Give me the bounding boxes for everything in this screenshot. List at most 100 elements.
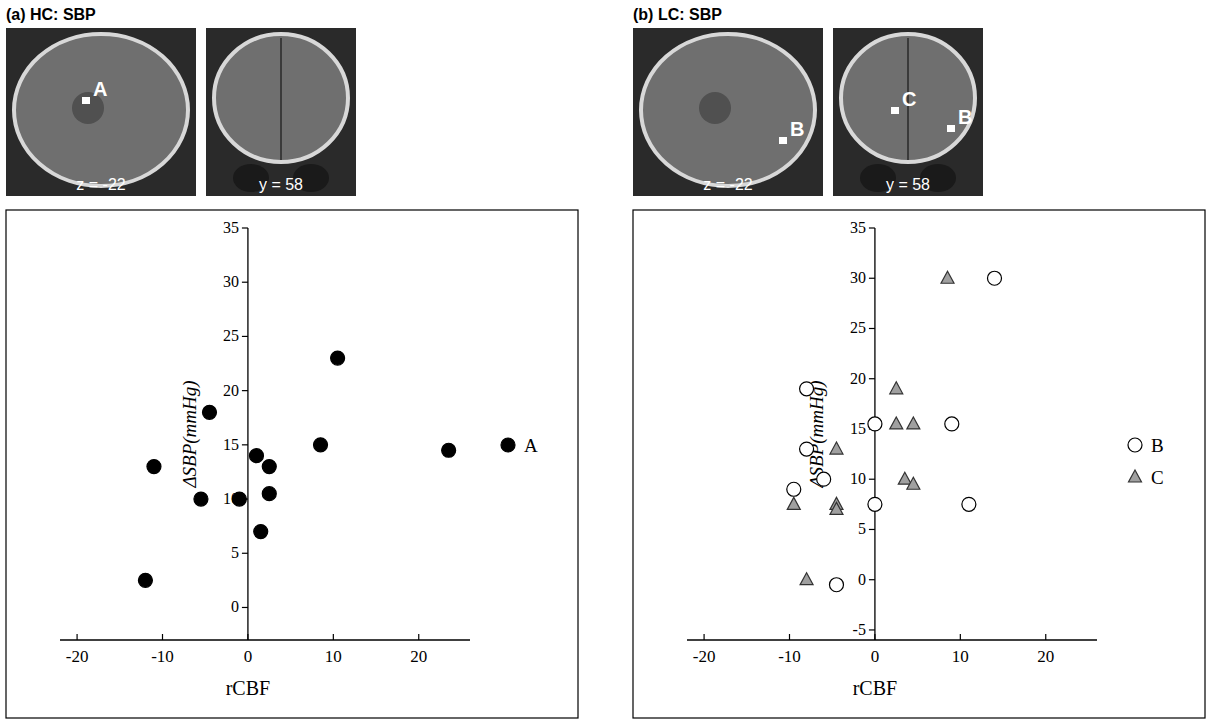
image-bg — [206, 28, 356, 196]
x-axis — [687, 639, 1097, 640]
y-tick-label: 35 — [223, 219, 239, 236]
y-tick — [869, 278, 875, 279]
y-tick — [869, 328, 875, 329]
point — [907, 477, 920, 489]
y-tick — [869, 579, 875, 580]
panel: (a) HC: SBPz = -22y = 58A-20-10010200510… — [6, 6, 578, 718]
region-label: C — [902, 88, 916, 110]
panel-title: (b) LC: SBP — [633, 6, 722, 23]
point — [262, 487, 276, 501]
brain-image: z = -22 — [633, 28, 823, 196]
y-tick-label: 25 — [223, 327, 239, 344]
skull — [14, 34, 188, 186]
y-axis — [247, 228, 248, 640]
point — [898, 472, 911, 484]
point — [138, 573, 152, 587]
point — [232, 492, 246, 506]
legend-marker — [501, 438, 515, 452]
point — [890, 417, 903, 429]
point — [147, 460, 161, 474]
image-label: y = 58 — [886, 176, 930, 193]
x-axis-title: rCBF — [226, 677, 270, 699]
y-axis-title: ΔSBP(mmHg) — [179, 380, 201, 488]
x-tick — [247, 634, 248, 640]
x-tick-label: 20 — [410, 647, 427, 666]
x-axis-title: rCBF — [853, 677, 897, 699]
figure: (a) HC: SBPz = -22y = 58A-20-10010200510… — [0, 0, 1214, 724]
region-label: A — [93, 78, 107, 100]
point — [314, 438, 328, 452]
point — [254, 525, 268, 539]
point — [907, 417, 920, 429]
point — [945, 417, 959, 431]
region-label: B — [790, 118, 804, 140]
point — [868, 417, 882, 431]
x-tick — [789, 634, 790, 640]
x-tick-label: 0 — [244, 647, 253, 666]
skull — [214, 34, 348, 162]
x-tick-label: -20 — [693, 647, 716, 666]
brain-image: y = 58 — [206, 28, 356, 196]
y-tick-label: 20 — [223, 382, 239, 399]
x-tick — [162, 634, 163, 640]
region-blob — [891, 107, 899, 114]
y-tick-label: 5 — [231, 544, 239, 561]
plot-frame — [6, 210, 578, 718]
region-blob — [779, 137, 787, 144]
y-tick-label: 5 — [858, 520, 866, 537]
y-tick — [242, 553, 248, 554]
y-tick-label: -5 — [853, 621, 866, 638]
point — [800, 573, 813, 585]
legend-label: B — [1151, 435, 1164, 456]
point — [830, 442, 843, 454]
legend-label: C — [1151, 467, 1164, 488]
region-label: B — [958, 106, 972, 128]
legend-label: A — [524, 435, 538, 456]
x-tick-label: 10 — [325, 647, 342, 666]
y-tick — [242, 607, 248, 608]
point — [800, 382, 814, 396]
skull — [841, 34, 975, 162]
image-bg — [833, 28, 983, 196]
image-bg — [633, 28, 823, 196]
point — [868, 497, 882, 511]
midline — [280, 38, 282, 160]
point — [331, 351, 345, 365]
y-tick — [869, 629, 875, 630]
panel: (b) LC: SBPz = -22y = 58BBC-20-1001020-5… — [633, 6, 1205, 718]
legend-marker — [1128, 438, 1142, 452]
x-tick-label: -10 — [778, 647, 801, 666]
y-tick-label: 30 — [850, 269, 866, 286]
y-tick — [242, 444, 248, 445]
y-tick-label: 15 — [850, 420, 866, 437]
data-layer — [138, 351, 455, 587]
y-tick-label: 20 — [850, 370, 866, 387]
y-tick — [242, 227, 248, 228]
brain-image: z = -22 — [6, 28, 196, 196]
image-label: z = -22 — [703, 176, 752, 193]
y-axis — [874, 228, 875, 640]
point — [800, 442, 814, 456]
x-tick-label: -20 — [66, 647, 89, 666]
brain-image: y = 58 — [833, 28, 983, 196]
y-tick-label: 25 — [850, 319, 866, 336]
skull — [641, 34, 815, 186]
point — [962, 497, 976, 511]
plot-frame — [633, 210, 1205, 718]
data-layer — [787, 271, 1002, 591]
x-axis — [60, 639, 470, 640]
panel-title: (a) HC: SBP — [6, 6, 96, 23]
y-tick — [869, 479, 875, 480]
y-tick — [869, 227, 875, 228]
point — [194, 492, 208, 506]
image-label: z = -22 — [76, 176, 125, 193]
point — [830, 502, 843, 514]
legend-marker — [1129, 470, 1142, 482]
region-blob — [82, 97, 90, 104]
brainstem — [699, 92, 731, 124]
point — [988, 271, 1002, 285]
point — [817, 472, 831, 486]
point — [787, 482, 801, 496]
y-tick — [869, 378, 875, 379]
x-tick — [76, 634, 77, 640]
